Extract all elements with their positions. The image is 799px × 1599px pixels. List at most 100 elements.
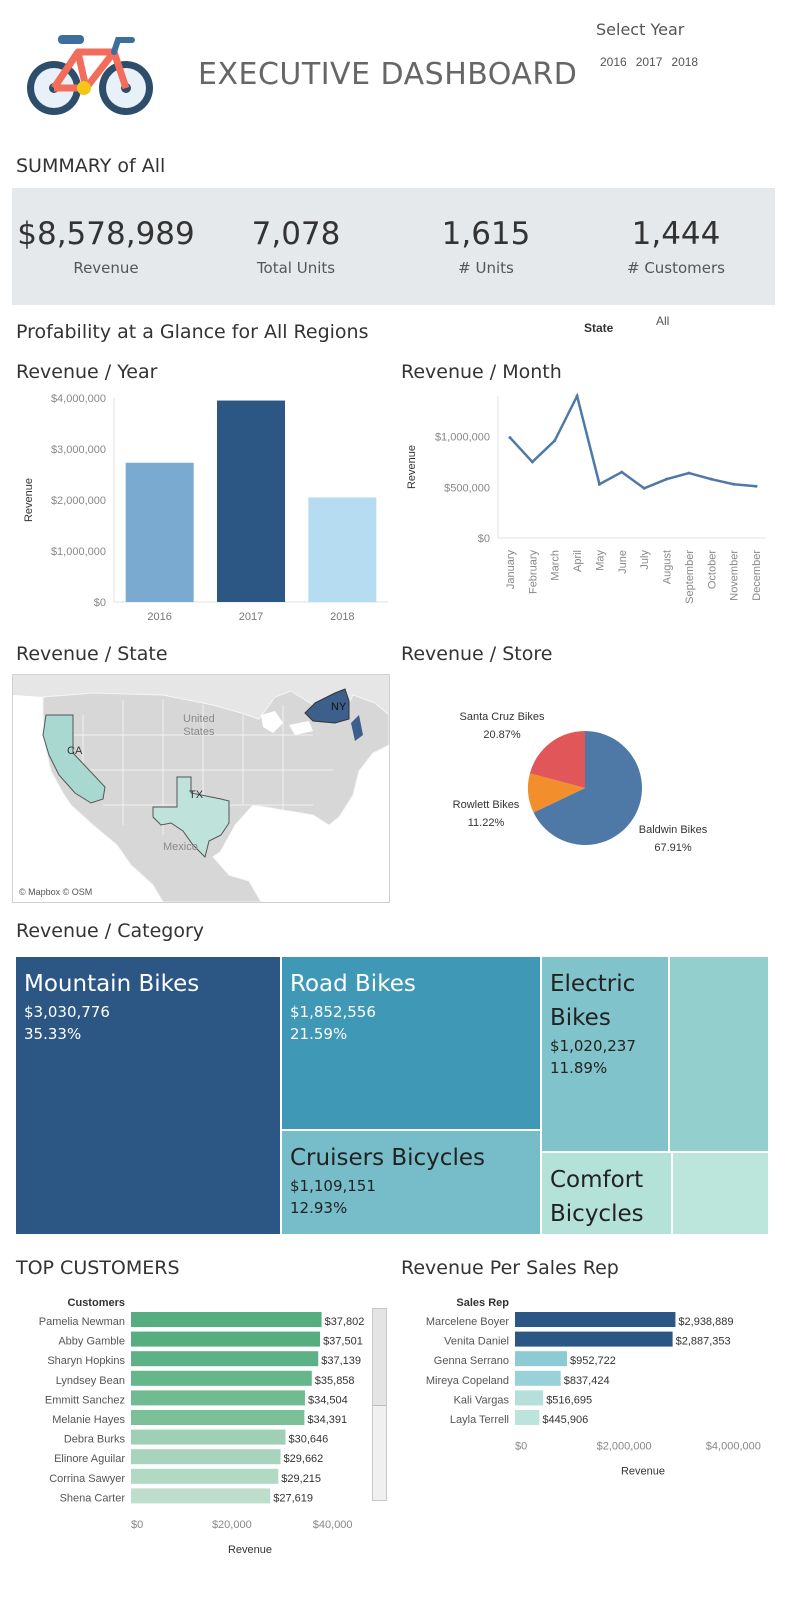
map-state-ca[interactable]: CA (67, 745, 83, 757)
sales-rep-title: Revenue Per Sales Rep (401, 1257, 619, 1279)
bar-corrina-sawyer[interactable] (131, 1468, 279, 1484)
bar-value-label: $2,938,889 (678, 1316, 733, 1328)
treemap-label-name: Comfort Bicycles (550, 1167, 644, 1227)
bar-2016[interactable] (125, 462, 194, 602)
bar-kali-vargas[interactable] (515, 1390, 544, 1406)
year-option-2018[interactable]: 2018 (671, 55, 699, 69)
x-tick-label: February (527, 550, 539, 595)
year-option-2016[interactable]: 2016 (600, 55, 627, 69)
treemap-label-pct: 12.93% (290, 1199, 348, 1217)
treemap-cell-comfort-bicycles[interactable]: Comfort Bicycles (542, 1153, 673, 1236)
point-July[interactable] (642, 486, 646, 490)
bar-value-label: $37,501 (323, 1336, 363, 1348)
point-February[interactable] (530, 460, 534, 464)
x-tick-label: $0 (515, 1441, 527, 1453)
point-October[interactable] (709, 477, 713, 481)
treemap-cell-other[interactable] (670, 957, 770, 1153)
pie-label-pct: 20.87% (483, 729, 521, 741)
treemap-label-pct: 35.33% (24, 1025, 82, 1043)
bar-sharyn-hopkins[interactable] (131, 1351, 319, 1367)
pie-label-name: Santa Cruz Bikes (460, 711, 545, 723)
state-filter-value[interactable]: All (656, 314, 670, 328)
treemap-cell-other-2[interactable] (673, 1153, 770, 1236)
point-June[interactable] (620, 470, 624, 474)
pie-slice-rowlett-bikes[interactable] (528, 773, 585, 813)
x-tick-label: 2016 (147, 611, 171, 623)
revenue-state-title: Revenue / State (16, 643, 168, 665)
bar-melanie-hayes[interactable] (131, 1410, 305, 1425)
sales-rep-chart: Sales Rep Marcelene Boyer $2,938,889 Venita… (426, 1297, 761, 1478)
bar-pamelia-newman[interactable] (131, 1312, 322, 1327)
point-January[interactable] (508, 436, 512, 440)
row-label: Layla Terrell (450, 1414, 509, 1426)
pie-label-name: Rowlett Bikes (453, 799, 520, 811)
treemap-label-pct: 11.89% (550, 1059, 608, 1077)
revenue-store-chart: Baldwin Bikes 67.91% Rowlett Bikes 11.22% Sa… (453, 711, 708, 854)
treemap-cell-road-bikes[interactable]: Road Bikes $1,852,556 21.59% (282, 957, 542, 1131)
bar-value-label: $2,887,353 (676, 1336, 731, 1348)
point-May[interactable] (597, 482, 601, 486)
treemap-label-value: $1,109,151 (290, 1177, 376, 1195)
revenue-state-map[interactable]: United States Mexico CA TX NY © Mapbox ©… (12, 674, 390, 903)
x-tick-label: 2018 (330, 611, 354, 623)
point-December[interactable] (754, 484, 758, 488)
pie-label-name: Baldwin Bikes (639, 824, 708, 836)
treemap-label-name: Road Bikes (290, 971, 416, 997)
revenue-year-chart: $0 $1,000,000 $2,000,000 $3,000,000 $4,000,0… (23, 393, 388, 623)
bar-value-label: $516,695 (546, 1394, 592, 1406)
bar-debra-burks[interactable] (131, 1429, 286, 1445)
state-filter-label: State (584, 321, 614, 335)
x-tick-label: June (617, 550, 629, 574)
x-tick-label: $20,000 (212, 1519, 252, 1531)
point-March[interactable] (553, 439, 557, 443)
map-state-ny[interactable]: NY (331, 701, 347, 713)
revenue-month-line[interactable] (509, 392, 757, 490)
bar-2018[interactable] (308, 497, 377, 602)
x-tick-label: July (639, 550, 651, 570)
treemap-cell-mountain-bikes[interactable]: Mountain Bikes $3,030,776 35.33% (16, 957, 282, 1236)
row-label: Venita Daniel (444, 1336, 509, 1348)
bar-value-label: $837,424 (564, 1375, 610, 1387)
summary-panel: $8,578,989 Revenue 7,078 Total Units 1,6… (12, 188, 775, 305)
customers-scrollbar[interactable] (372, 1308, 387, 1501)
x-tick-label: March (550, 550, 562, 581)
y-tick-label: $500,000 (444, 482, 490, 494)
select-year-label: Select Year (596, 20, 685, 39)
bar-marcelene-boyer[interactable] (515, 1312, 676, 1327)
treemap-cell-electric-bikes[interactable]: Electric Bikes $1,020,237 11.89% (542, 957, 670, 1153)
treemap-cell-cruisers-bicycles[interactable]: Cruisers Bicycles $1,109,151 12.93% (282, 1131, 542, 1236)
bar-2017[interactable] (217, 400, 285, 602)
bar-shena-carter[interactable] (131, 1488, 271, 1504)
point-November[interactable] (732, 482, 736, 486)
pie-slice-baldwin-bikes[interactable] (533, 731, 642, 845)
pie-label-pct: 67.91% (654, 842, 692, 854)
x-tick-label: $4,000,000 (706, 1441, 761, 1453)
bar-value-label: $445,906 (542, 1414, 588, 1426)
row-label: Pamelia Newman (39, 1316, 125, 1328)
point-August[interactable] (665, 477, 669, 481)
bicycle-logo-icon (27, 35, 153, 115)
bar-emmitt-sanchez[interactable] (131, 1390, 305, 1406)
map-attribution: © Mapbox © OSM (19, 887, 93, 897)
bar-value-label: $952,722 (570, 1355, 616, 1367)
x-tick-label: August (662, 550, 674, 584)
x-tick-label: May (594, 550, 606, 571)
bar-lyndsey-bean[interactable] (131, 1370, 312, 1386)
map-state-tx[interactable]: TX (189, 789, 204, 801)
profitability-title: Profability at a Glance for All Regions (16, 321, 369, 343)
pie-slice-santa-cruz-bikes[interactable] (529, 731, 585, 788)
bar-elinore-aguilar[interactable] (131, 1449, 281, 1465)
revenue-category-title: Revenue / Category (16, 920, 205, 942)
bar-mireya-copeland[interactable] (515, 1370, 561, 1386)
bar-value-label: $30,646 (289, 1434, 329, 1446)
revenue-month-title: Revenue / Month (401, 361, 562, 383)
year-option-2017[interactable]: 2017 (635, 55, 663, 69)
bar-abby-gamble[interactable] (131, 1331, 321, 1347)
bar-layla-terrell[interactable] (515, 1410, 540, 1425)
customers-scrollbar-thumb[interactable] (373, 1309, 386, 1406)
row-label: Marcelene Boyer (426, 1316, 509, 1328)
bar-genna-serrano[interactable] (515, 1351, 568, 1367)
point-April[interactable] (575, 394, 579, 398)
bar-venita-daniel[interactable] (515, 1331, 673, 1347)
point-September[interactable] (687, 471, 691, 475)
